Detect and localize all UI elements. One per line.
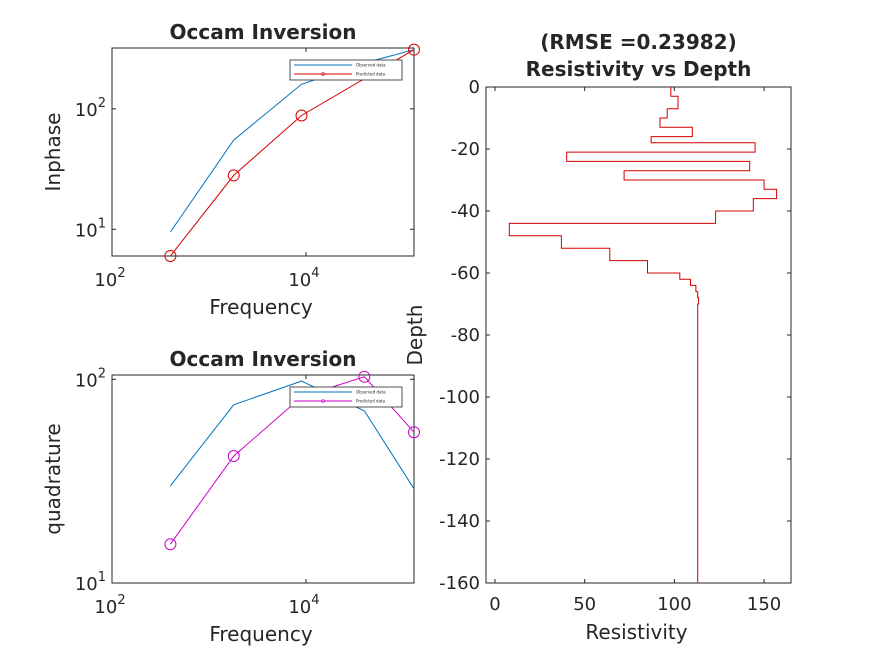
inphase-legend-marker	[321, 72, 325, 76]
inphase-predicted-point	[295, 109, 308, 122]
inphase-xtick-label: 102	[94, 266, 125, 291]
quadrature-legend-entry: Predicted data	[356, 399, 386, 404]
resistivity-xtick-label: 0	[489, 594, 500, 615]
resistivity-axes-frame	[485, 86, 792, 584]
inphase-legend-entry: Observed data	[356, 63, 386, 68]
inphase-series-predicted-line	[170, 49, 415, 257]
resistivity-xtick-label: 100	[657, 594, 691, 615]
quadrature-predicted-point	[164, 538, 177, 551]
resistivity-title: Resistivity vs Depth	[526, 57, 752, 81]
inphase-predicted-point	[164, 250, 177, 262]
quadrature-ytick-label: 101	[75, 570, 106, 595]
resistivity-xlabel: Resistivity	[585, 620, 687, 644]
quadrature-ylabel: quadrature	[41, 423, 65, 534]
resistivity-ylabel: Depth	[403, 305, 427, 366]
inphase-ytick-label: 102	[75, 96, 106, 121]
quadrature-series-observed-line	[170, 380, 415, 490]
inphase-ytick-label: 101	[75, 216, 106, 241]
inphase-predicted-point	[408, 43, 420, 56]
quadrature-predicted-point	[408, 426, 420, 439]
resistivity-xtick-label: 50	[573, 594, 596, 615]
resistivity-ytick-label: -100	[439, 387, 480, 408]
resistivity-title-rmse: (RMSE =0.23982)	[540, 30, 736, 54]
resistivity-ytick-label: 0	[469, 77, 480, 98]
quadrature-predicted-point	[358, 370, 371, 383]
inphase-axes-frame	[111, 47, 415, 257]
quadrature-predicted-point	[227, 450, 240, 463]
inphase-legend-entry: Predicted data	[356, 72, 386, 77]
resistivity-ytick-label: -140	[439, 511, 480, 532]
quadrature-title: Occam Inversion	[170, 347, 357, 371]
inphase-ylabel: Inphase	[41, 113, 65, 192]
quadrature-legend-marker	[321, 399, 325, 403]
inphase-xtick-label: 104	[288, 266, 319, 291]
resistivity-ytick-label: -120	[439, 449, 480, 470]
inphase-series-observed-line	[169, 49, 415, 233]
resistivity-ytick-label: -40	[451, 201, 480, 222]
quadrature-ytick-label: 102	[75, 366, 106, 391]
resistivity-ytick-label: -60	[451, 263, 480, 284]
resistivity-profile-line	[508, 87, 778, 583]
resistivity-xtick-label: 150	[747, 594, 781, 615]
quadrature-legend-entry: Observed data	[356, 390, 386, 395]
inphase-predicted-point	[227, 169, 240, 182]
resistivity-ytick-label: -20	[451, 139, 480, 160]
quadrature-xlabel: Frequency	[209, 622, 312, 646]
quadrature-axes-frame	[111, 374, 415, 584]
inphase-xlabel: Frequency	[209, 295, 312, 319]
resistivity-ytick-label: -160	[439, 573, 480, 594]
inphase-title: Occam Inversion	[170, 20, 357, 44]
resistivity-ytick-label: -80	[451, 325, 480, 346]
quadrature-xtick-label: 104	[288, 593, 319, 618]
quadrature-xtick-label: 102	[94, 593, 125, 618]
